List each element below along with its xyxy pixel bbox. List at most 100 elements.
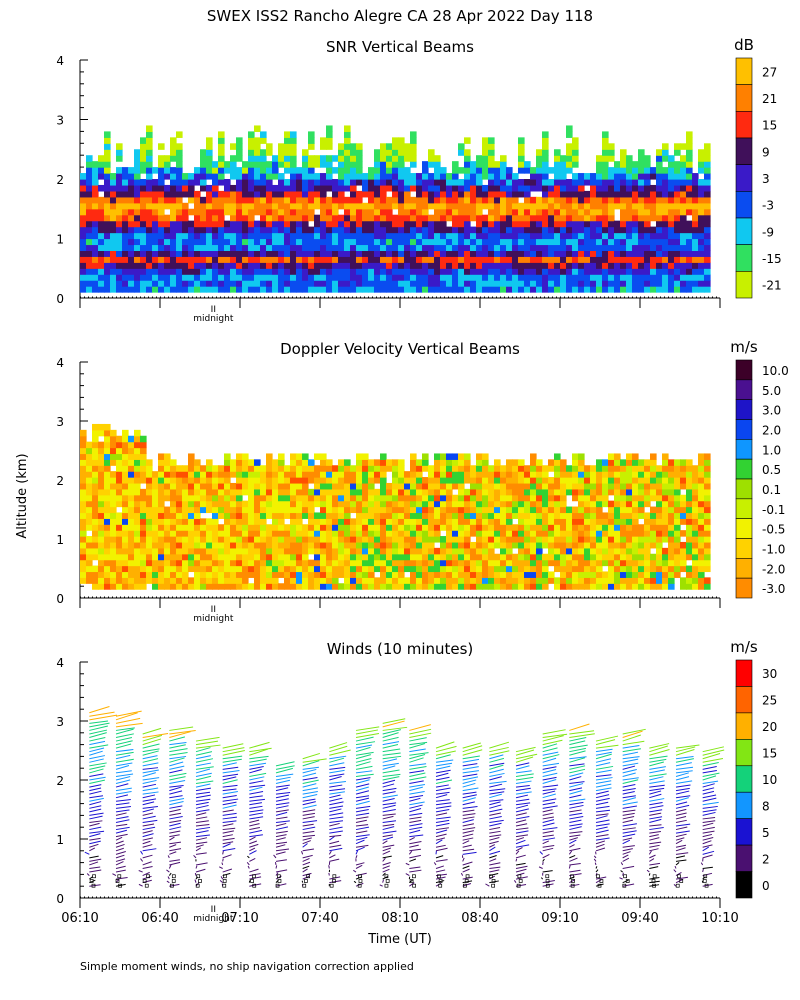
snr-cell <box>632 232 639 240</box>
doppler-cell <box>110 447 117 455</box>
snr-cell <box>176 208 183 216</box>
snr-cell <box>662 250 669 257</box>
doppler-cell <box>530 500 537 508</box>
snr-cell <box>152 238 159 246</box>
doppler-cell <box>470 494 477 502</box>
doppler-cell <box>152 536 159 543</box>
colorbar-label: 3.0 <box>762 404 781 418</box>
doppler-cell <box>134 441 141 449</box>
snr-cell <box>380 184 387 192</box>
doppler-cell <box>572 541 579 549</box>
snr-cell <box>296 262 303 269</box>
doppler-cell <box>134 583 141 590</box>
snr-cell <box>170 244 177 251</box>
doppler-cell <box>578 494 585 502</box>
snr-cell <box>656 286 663 293</box>
doppler-cell <box>560 506 567 514</box>
doppler-cell <box>278 536 285 543</box>
snr-cell <box>476 280 483 287</box>
snr-cell <box>596 262 603 269</box>
doppler-cell <box>152 524 159 531</box>
snr-cell <box>218 196 225 204</box>
doppler-cell <box>542 465 549 472</box>
doppler-cell <box>296 453 303 460</box>
doppler-cell <box>572 530 579 537</box>
doppler-cell <box>368 583 375 590</box>
doppler-cell <box>524 553 531 561</box>
doppler-cell <box>344 465 351 472</box>
doppler-cell <box>704 577 711 584</box>
doppler-cell <box>170 553 177 561</box>
doppler-cell <box>608 471 615 478</box>
snr-cell <box>362 232 369 240</box>
doppler-cell <box>266 500 273 508</box>
snr-cell <box>236 173 243 180</box>
snr-cell <box>704 274 711 281</box>
snr-cell <box>704 262 711 269</box>
doppler-cell <box>326 547 333 555</box>
snr-cell <box>488 196 495 204</box>
doppler-cell <box>608 477 615 484</box>
doppler-cell <box>662 459 669 466</box>
snr-cell <box>302 196 309 204</box>
doppler-cell <box>116 553 123 561</box>
snr-cell <box>464 220 471 228</box>
snr-cell <box>638 196 645 204</box>
snr-cell <box>344 268 351 275</box>
doppler-cell <box>170 500 177 508</box>
snr-cell <box>644 173 651 180</box>
doppler-cell <box>608 583 615 590</box>
snr-cell <box>506 179 513 186</box>
doppler-cell <box>152 565 159 573</box>
doppler-cell <box>458 494 465 502</box>
doppler-cell <box>500 559 507 567</box>
snr-cell <box>266 256 273 263</box>
snr-cell <box>446 268 453 275</box>
doppler-cell <box>524 471 531 478</box>
snr-cell <box>404 286 411 293</box>
snr-cell <box>332 179 339 186</box>
snr-cell <box>302 250 309 257</box>
doppler-cell <box>284 547 291 555</box>
snr-cell <box>212 238 219 246</box>
snr-cell <box>92 274 99 281</box>
doppler-cell <box>632 471 639 478</box>
doppler-cell <box>356 494 363 502</box>
doppler-cell <box>158 583 165 590</box>
snr-cell <box>548 220 555 228</box>
doppler-cell <box>464 459 471 466</box>
doppler-cell <box>458 500 465 508</box>
snr-cell <box>242 250 249 257</box>
doppler-cell <box>626 494 633 502</box>
wind-barb <box>115 865 126 869</box>
snr-cell <box>248 214 255 222</box>
doppler-cell <box>662 583 669 590</box>
snr-cell <box>152 202 159 210</box>
snr-cell <box>692 208 699 216</box>
doppler-cell <box>560 482 567 490</box>
doppler-cell <box>272 459 279 466</box>
snr-cell <box>116 280 123 287</box>
snr-cell <box>122 256 129 263</box>
doppler-cell <box>314 518 321 525</box>
snr-cell <box>248 202 255 210</box>
snr-cell <box>650 226 657 234</box>
wind-barb <box>89 784 102 788</box>
snr-cell <box>674 250 681 257</box>
snr-cell <box>86 184 93 192</box>
doppler-cell <box>698 547 705 555</box>
doppler-cell <box>296 577 303 584</box>
doppler-cell <box>188 583 195 590</box>
doppler-cell <box>356 565 363 573</box>
snr-cell <box>488 232 495 240</box>
snr-cell <box>248 274 255 281</box>
snr-cell <box>380 232 387 240</box>
doppler-cell <box>446 518 453 525</box>
snr-cell <box>566 238 573 246</box>
doppler-cell <box>290 494 297 502</box>
snr-cell <box>698 244 705 251</box>
doppler-cell <box>530 488 537 496</box>
doppler-cell <box>128 577 135 584</box>
doppler-cell <box>626 541 633 549</box>
doppler-cell <box>446 547 453 555</box>
